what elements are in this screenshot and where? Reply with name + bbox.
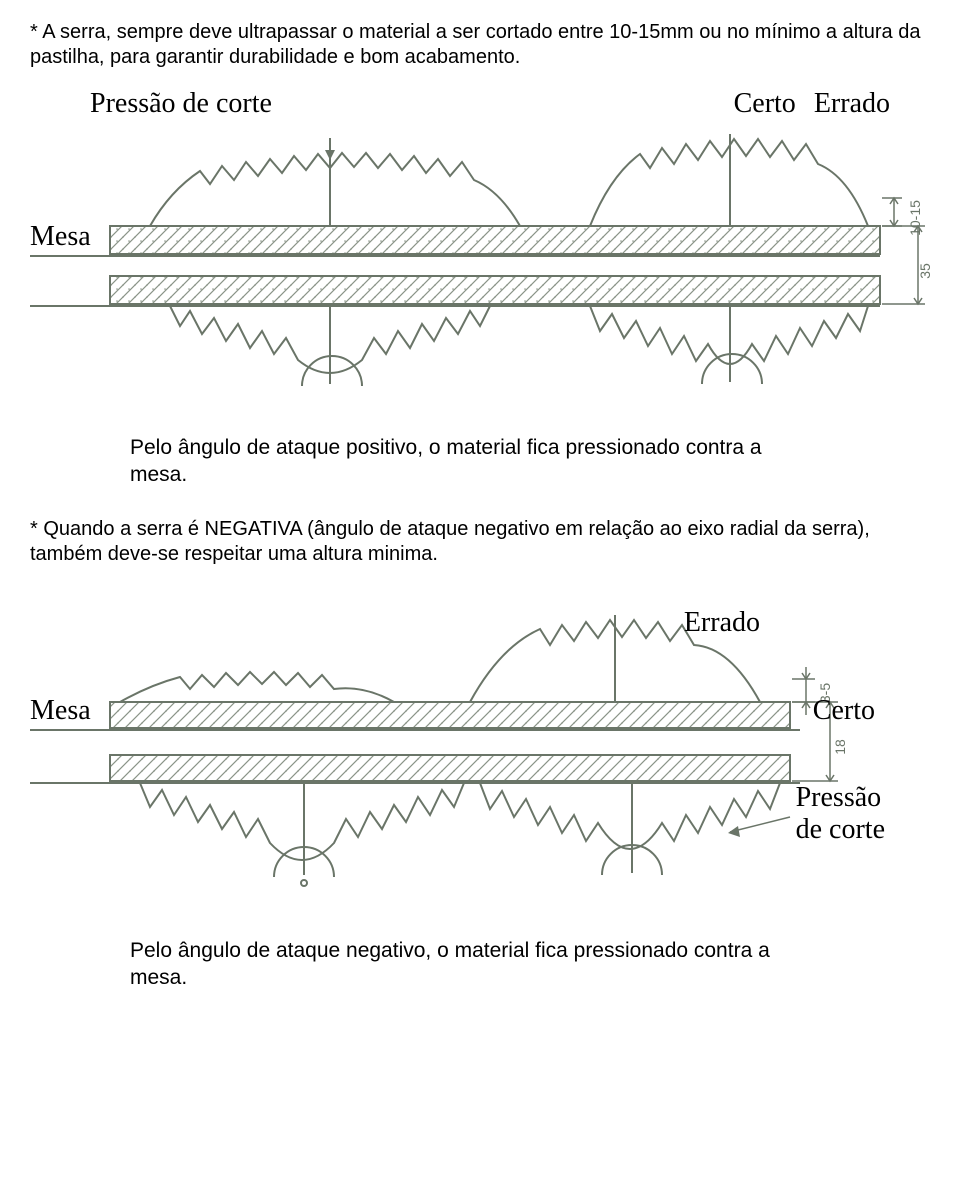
diagram-1-svg: 10-15 35 bbox=[30, 126, 930, 416]
mid-paragraph: * Quando a serra é NEGATIVA (ângulo de a… bbox=[30, 517, 930, 567]
caption-2: Pelo ângulo de ataque negativo, o materi… bbox=[130, 937, 770, 992]
certo-label-2: Certo bbox=[813, 695, 875, 727]
caption-1: Pelo ângulo de ataque positivo, o materi… bbox=[130, 434, 770, 489]
errado-label-2: Errado bbox=[684, 607, 760, 639]
mesa-label-2: Mesa bbox=[30, 695, 91, 727]
mesa-label: Mesa bbox=[30, 221, 91, 253]
diagram-2-svg: 3-5 18 bbox=[30, 607, 930, 917]
certo-label: Certo bbox=[734, 88, 796, 120]
intro-paragraph: * A serra, sempre deve ultrapassar o mat… bbox=[30, 20, 930, 70]
diagram-1: Mesa bbox=[30, 126, 930, 416]
pressao-label: Pressão de corte bbox=[90, 88, 734, 120]
dim-35: 35 bbox=[917, 263, 930, 279]
diagram1-top-labels: Pressão de corte Certo Errado bbox=[30, 88, 930, 120]
dim-18: 18 bbox=[832, 739, 848, 755]
diagram-2: Errado Mesa Certo Pressão de corte bbox=[30, 607, 930, 917]
pressao-label-2: Pressão de corte bbox=[796, 782, 885, 846]
errado-label: Errado bbox=[814, 88, 890, 120]
